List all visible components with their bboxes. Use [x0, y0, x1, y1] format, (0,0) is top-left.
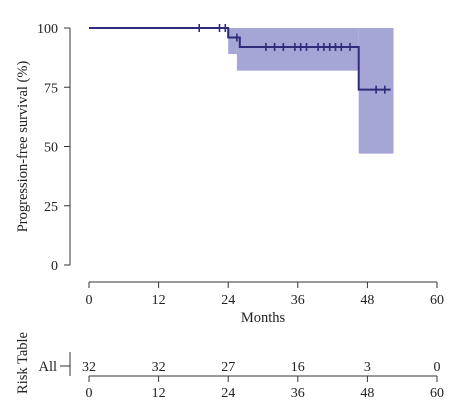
- axes: 0 25 50 75 100 0 12 24 36 48 60 Months Progression-f…: [15, 22, 444, 326]
- risk-count: 16: [291, 360, 305, 375]
- x-tick-label: 60: [430, 293, 444, 308]
- risk-x-tick-label: 0: [86, 386, 93, 401]
- y-axis-title: Progression-free survival (%): [15, 61, 31, 233]
- risk-group-label: All: [38, 359, 57, 375]
- risk-count: 32: [82, 360, 96, 375]
- risk-table: Risk Table All 32 32 27 16 3 0 0 12 24 36 48 60: [15, 332, 444, 401]
- survival-step-line: [89, 27, 391, 91]
- y-tick-label: 100: [37, 22, 58, 37]
- risk-count: 3: [364, 360, 371, 375]
- survival-curve: [89, 27, 391, 91]
- risk-x-tick-label: 24: [221, 386, 235, 401]
- x-axis-title: Months: [241, 310, 286, 326]
- x-tick-label: 24: [221, 293, 235, 308]
- risk-x-tick-label: 36: [291, 386, 305, 401]
- y-tick-label: 50: [44, 141, 58, 156]
- y-tick-label: 25: [44, 200, 58, 215]
- y-tick-label: 75: [44, 81, 58, 96]
- x-tick-label: 48: [360, 293, 374, 308]
- x-tick-label: 12: [152, 293, 166, 308]
- censor-marks: [198, 24, 386, 94]
- ci-band-1: [236, 28, 359, 71]
- risk-count: 0: [434, 360, 441, 375]
- risk-x-tick-label: 60: [430, 386, 444, 401]
- ci-band-0: [228, 28, 237, 55]
- risk-table-title: Risk Table: [15, 332, 31, 394]
- risk-count: 27: [221, 360, 235, 375]
- risk-count: 32: [152, 360, 166, 375]
- y-tick-label: 0: [51, 259, 58, 274]
- risk-x-tick-label: 12: [152, 386, 166, 401]
- confidence-band: [228, 28, 394, 154]
- x-tick-label: 36: [291, 293, 305, 308]
- risk-x-tick-label: 48: [360, 386, 374, 401]
- x-tick-label: 0: [86, 293, 93, 308]
